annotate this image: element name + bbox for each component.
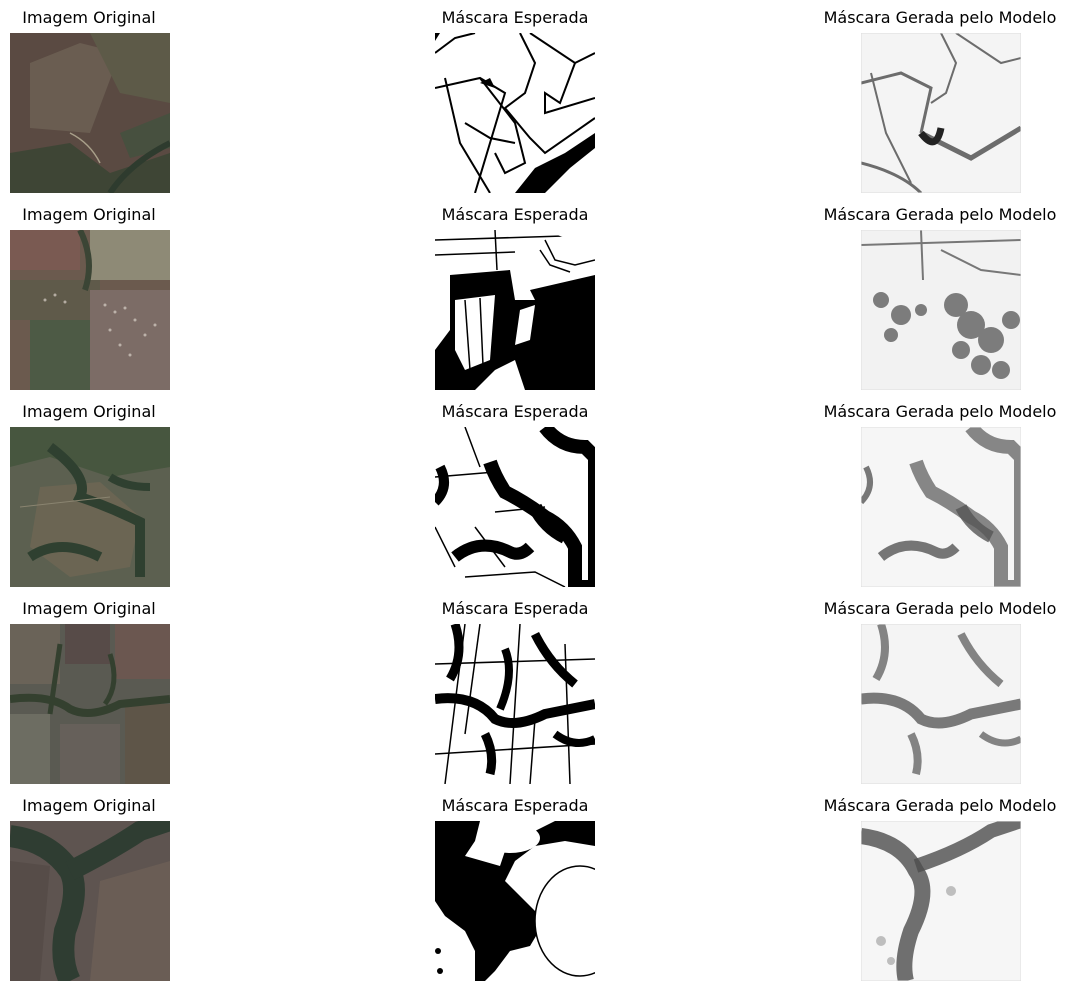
row1-generated-mask [861, 33, 1021, 193]
row5-expected-title: Máscara Esperada [441, 796, 589, 815]
row1-expected-mask [435, 33, 595, 193]
row3-original-title: Imagem Original [22, 402, 156, 421]
row3-generated-title: Máscara Gerada pelo Modelo [823, 402, 1057, 421]
row1-generated-title: Máscara Gerada pelo Modelo [823, 8, 1057, 27]
row3-expected-title: Máscara Esperada [441, 402, 589, 421]
row1-original-image [10, 33, 170, 193]
row2-expected-mask [435, 230, 595, 390]
row2-generated-title: Máscara Gerada pelo Modelo [823, 205, 1057, 224]
row3-generated-mask [861, 427, 1021, 587]
row3-original-image [10, 427, 170, 587]
row5-generated-mask [861, 821, 1021, 981]
row5-generated-title: Máscara Gerada pelo Modelo [823, 796, 1057, 815]
row1-original-title: Imagem Original [22, 8, 156, 27]
row2-generated-mask [861, 230, 1021, 390]
row2-expected-title: Máscara Esperada [441, 205, 589, 224]
row4-generated-mask [861, 624, 1021, 784]
row4-expected-title: Máscara Esperada [441, 599, 589, 618]
row5-original-title: Imagem Original [22, 796, 156, 815]
row4-expected-mask [435, 624, 595, 784]
row5-original-image [10, 821, 170, 981]
row4-original-image [10, 624, 170, 784]
row2-original-image [10, 230, 170, 390]
row4-original-title: Imagem Original [22, 599, 156, 618]
row3-expected-mask [435, 427, 595, 587]
row4-generated-title: Máscara Gerada pelo Modelo [823, 599, 1057, 618]
row2-original-title: Imagem Original [22, 205, 156, 224]
row1-expected-title: Máscara Esperada [441, 8, 589, 27]
row5-expected-mask [435, 821, 595, 981]
